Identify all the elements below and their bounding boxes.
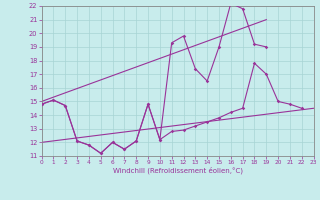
X-axis label: Windchill (Refroidissement éolien,°C): Windchill (Refroidissement éolien,°C) bbox=[113, 167, 243, 174]
